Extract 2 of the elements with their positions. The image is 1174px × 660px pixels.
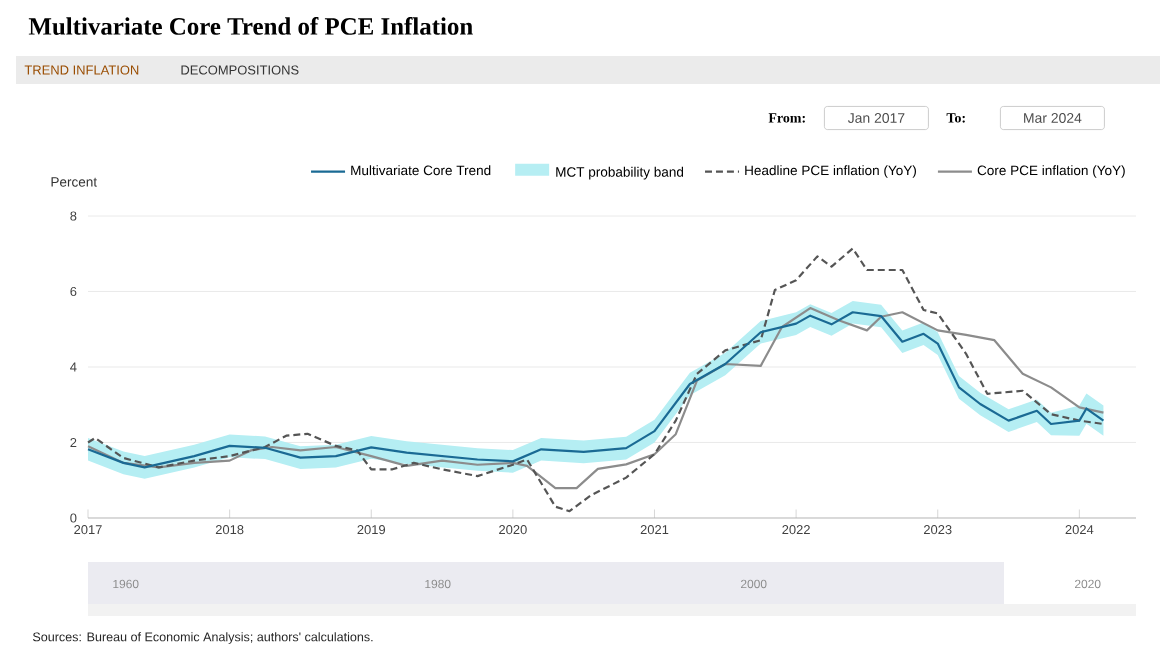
line-series — [86, 247, 1105, 513]
chart-title: Multivariate Core Trend of PCE Inflation — [28, 17, 473, 35]
